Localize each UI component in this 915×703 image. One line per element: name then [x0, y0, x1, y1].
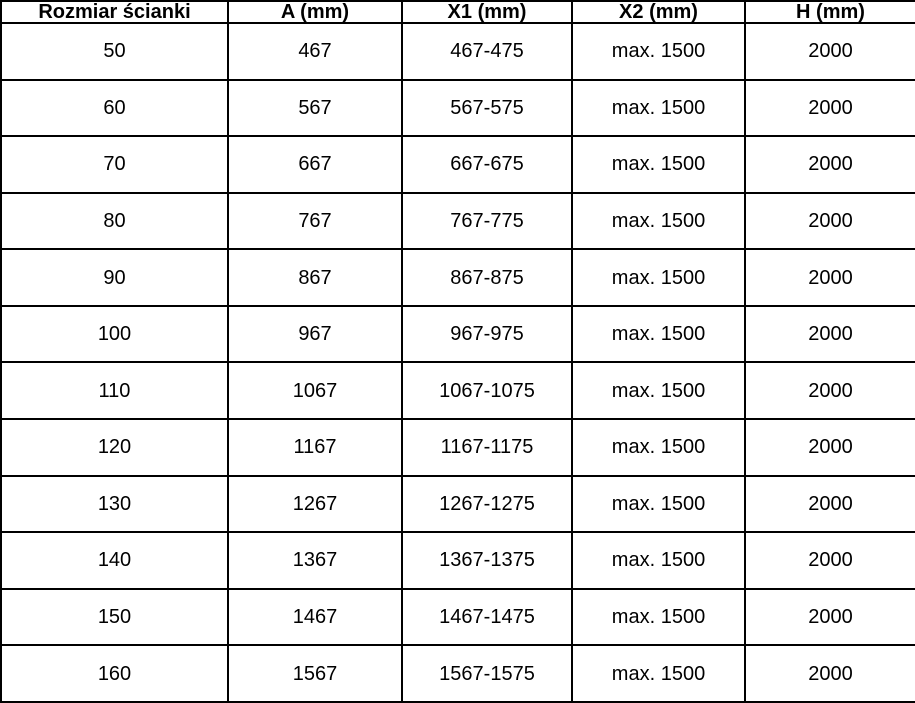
table-cell: max. 1500 [571, 587, 746, 647]
table-cell: 160 [0, 644, 229, 703]
table-cell: max. 1500 [571, 644, 746, 703]
table-cell: 567-575 [401, 78, 573, 138]
table-cell: 867 [227, 248, 403, 307]
col-header-rozmiar-scianki: Rozmiar ścianki [0, 0, 229, 24]
table-cell: 130 [0, 474, 229, 534]
table-cell: 2000 [744, 474, 915, 534]
table-cell: 1067 [227, 361, 403, 421]
table-row: 100 967 967-975 max. 1500 2000 [0, 304, 915, 364]
table-row: 80 767 767-775 max. 1500 2000 [0, 191, 915, 251]
table-cell: 967 [227, 304, 403, 364]
table-cell: 2000 [744, 304, 915, 364]
table-cell: 1467 [227, 587, 403, 647]
table-cell: 2000 [744, 531, 915, 590]
table-cell: max. 1500 [571, 361, 746, 421]
table-row: 90 867 867-875 max. 1500 2000 [0, 248, 915, 307]
table-cell: 110 [0, 361, 229, 421]
table-cell: 467-475 [401, 22, 573, 81]
table-cell: 1267 [227, 474, 403, 534]
table-cell: 2000 [744, 22, 915, 81]
table-cell: 667 [227, 135, 403, 194]
table-cell: 90 [0, 248, 229, 307]
table-cell: 120 [0, 418, 229, 477]
table-row: 130 1267 1267-1275 max. 1500 2000 [0, 474, 915, 534]
table-cell: 567 [227, 78, 403, 138]
table-cell: 140 [0, 531, 229, 590]
table-cell: 1567-1575 [401, 644, 573, 703]
table-cell: max. 1500 [571, 22, 746, 81]
table-cell: 1267-1275 [401, 474, 573, 534]
table-cell: 2000 [744, 418, 915, 477]
table-cell: 2000 [744, 78, 915, 138]
col-header-h-mm: H (mm) [744, 0, 915, 24]
table-cell: 867-875 [401, 248, 573, 307]
table-row: 120 1167 1167-1175 max. 1500 2000 [0, 418, 915, 477]
table-cell: max. 1500 [571, 191, 746, 251]
table-cell: 1467-1475 [401, 587, 573, 647]
table-cell: 150 [0, 587, 229, 647]
table-cell: max. 1500 [571, 304, 746, 364]
table-row: 50 467 467-475 max. 1500 2000 [0, 22, 915, 81]
table-cell: 100 [0, 304, 229, 364]
table-cell: 50 [0, 22, 229, 81]
table-cell: max. 1500 [571, 248, 746, 307]
table-cell: 2000 [744, 191, 915, 251]
table-cell: max. 1500 [571, 531, 746, 590]
table-cell: 2000 [744, 587, 915, 647]
table-cell: 1067-1075 [401, 361, 573, 421]
table-row: 150 1467 1467-1475 max. 1500 2000 [0, 587, 915, 647]
table-cell: max. 1500 [571, 135, 746, 194]
table-cell: 1167-1175 [401, 418, 573, 477]
table-cell: 80 [0, 191, 229, 251]
table-cell: 2000 [744, 135, 915, 194]
table-cell: 70 [0, 135, 229, 194]
header-row: Rozmiar ścianki A (mm) X1 (mm) X2 (mm) H… [0, 0, 915, 24]
table-body: 50 467 467-475 max. 1500 2000 60 567 567-575 max… [0, 22, 915, 703]
table-cell: 2000 [744, 248, 915, 307]
table-cell: 767 [227, 191, 403, 251]
table-row: 70 667 667-675 max. 1500 2000 [0, 135, 915, 194]
table-cell: 667-675 [401, 135, 573, 194]
table-cell: 1167 [227, 418, 403, 477]
table-cell: max. 1500 [571, 474, 746, 534]
table-cell: 1567 [227, 644, 403, 703]
table-cell: 1367 [227, 531, 403, 590]
table-cell: max. 1500 [571, 78, 746, 138]
table-cell: max. 1500 [571, 418, 746, 477]
table-cell: 467 [227, 22, 403, 81]
table-row: 160 1567 1567-1575 max. 1500 2000 [0, 644, 915, 703]
table-cell: 60 [0, 78, 229, 138]
table-row: 110 1067 1067-1075 max. 1500 2000 [0, 361, 915, 421]
table-row: 60 567 567-575 max. 1500 2000 [0, 78, 915, 138]
table-cell: 767-775 [401, 191, 573, 251]
table-cell: 2000 [744, 644, 915, 703]
col-header-x1-mm: X1 (mm) [401, 0, 573, 24]
table-cell: 1367-1375 [401, 531, 573, 590]
col-header-x2-mm: X2 (mm) [571, 0, 746, 24]
table-cell: 967-975 [401, 304, 573, 364]
table-header: Rozmiar ścianki A (mm) X1 (mm) X2 (mm) H… [0, 0, 915, 24]
table-cell: 2000 [744, 361, 915, 421]
table-row: 140 1367 1367-1375 max. 1500 2000 [0, 531, 915, 590]
col-header-a-mm: A (mm) [227, 0, 403, 24]
